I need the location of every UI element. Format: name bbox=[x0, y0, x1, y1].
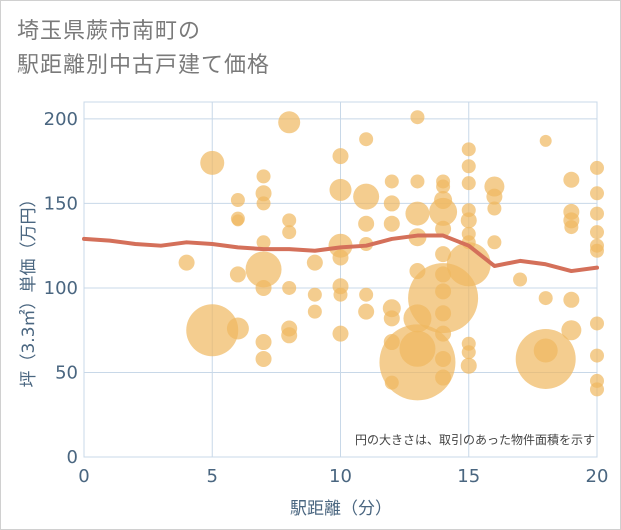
bubble-point bbox=[383, 195, 400, 212]
bubble-point bbox=[590, 225, 604, 240]
bubble-point bbox=[590, 206, 604, 221]
bubble-point bbox=[306, 254, 323, 271]
bubble-point bbox=[410, 110, 425, 125]
bubble-point bbox=[563, 291, 580, 308]
size-annotation: 円の大きさは、取引のあった物件面積を示す bbox=[355, 432, 595, 447]
bubble-point bbox=[256, 196, 271, 211]
bubble-point bbox=[358, 215, 375, 232]
bubble-point bbox=[539, 134, 552, 147]
bubble-point bbox=[255, 185, 272, 202]
bubble-point bbox=[256, 169, 271, 184]
bubble-point bbox=[461, 176, 476, 191]
bubble-point bbox=[255, 350, 272, 367]
bubble-point bbox=[435, 305, 452, 322]
bubble-point bbox=[255, 334, 272, 351]
y-axis-label: 坪（3.3㎡）単価（万円） bbox=[19, 190, 39, 387]
y-tick-label: 0 bbox=[67, 447, 78, 468]
bubble-point bbox=[487, 201, 502, 216]
bubble-point bbox=[538, 291, 553, 306]
bubble-point bbox=[563, 171, 580, 188]
bubble-point bbox=[333, 287, 348, 302]
y-tick-label: 150 bbox=[44, 193, 78, 214]
bubble-point bbox=[590, 186, 604, 201]
bubble-point bbox=[230, 193, 245, 208]
bubble-point bbox=[282, 225, 297, 240]
bubble-series bbox=[178, 110, 604, 401]
bubble-point bbox=[461, 345, 476, 360]
bubble-point bbox=[561, 320, 582, 341]
chart-title-line-1: 埼玉県蕨市南町の bbox=[17, 19, 202, 44]
bubble-point bbox=[358, 303, 375, 320]
bubble-point bbox=[282, 213, 297, 228]
bubble-point bbox=[332, 325, 349, 342]
bubble-point bbox=[186, 304, 239, 357]
chart-title: 埼玉県蕨市南町の 駅距離別中古戸建て価格 bbox=[17, 15, 270, 83]
bubble-point bbox=[435, 369, 452, 386]
bubble-point bbox=[435, 220, 452, 237]
bubble-point bbox=[590, 316, 604, 331]
y-tick-label: 50 bbox=[55, 362, 78, 383]
bubble-point bbox=[461, 142, 476, 157]
x-tick-label: 20 bbox=[586, 466, 609, 487]
bubble-point bbox=[332, 249, 349, 266]
bubble-point bbox=[486, 188, 503, 205]
x-tick-label: 5 bbox=[207, 466, 218, 487]
bubble-point bbox=[281, 327, 298, 344]
x-axis-label: 駅距離（分） bbox=[290, 499, 392, 519]
bubble-point bbox=[515, 328, 576, 389]
bubble-point bbox=[245, 251, 282, 288]
average-price-line bbox=[82, 233, 599, 274]
bubble-point bbox=[590, 382, 604, 397]
bubble-point bbox=[590, 243, 604, 258]
bubble-point bbox=[353, 183, 380, 210]
y-tick-label: 200 bbox=[44, 109, 78, 130]
bubble-point bbox=[226, 317, 249, 340]
bubble-point bbox=[435, 246, 452, 263]
bubble-point bbox=[384, 174, 399, 189]
bubble-point bbox=[307, 304, 322, 319]
bubble-point bbox=[255, 279, 272, 296]
bubble-point bbox=[383, 310, 400, 327]
bubble-point bbox=[307, 287, 322, 302]
bubble-point bbox=[436, 179, 451, 194]
chart-title-line-2: 駅距離別中古戸建て価格 bbox=[17, 53, 271, 78]
average-line-series bbox=[82, 233, 599, 274]
bubble-point bbox=[405, 201, 430, 226]
bubble-point bbox=[590, 348, 604, 363]
bubble-point bbox=[410, 174, 425, 189]
x-tick-label: 15 bbox=[457, 466, 480, 487]
bubble-point bbox=[282, 280, 297, 295]
x-tick-label: 0 bbox=[78, 466, 89, 487]
bubble-point bbox=[178, 254, 195, 271]
bubble-point bbox=[590, 160, 604, 175]
x-tick-label: 10 bbox=[329, 466, 352, 487]
bubble-point bbox=[513, 272, 528, 287]
bubble-point bbox=[329, 178, 352, 201]
bubble-point bbox=[229, 266, 246, 283]
bubble-point bbox=[231, 214, 244, 227]
bubble-point bbox=[446, 242, 491, 287]
bubble-point bbox=[359, 132, 374, 147]
bubble-point bbox=[359, 287, 374, 302]
bubble-point bbox=[256, 235, 271, 250]
bubble-point bbox=[332, 148, 349, 165]
bubble-point bbox=[429, 197, 458, 226]
bubble-point bbox=[460, 357, 477, 374]
bubble-point bbox=[487, 235, 502, 250]
bubble-point bbox=[435, 325, 452, 342]
bubble-point bbox=[460, 212, 477, 229]
bubble-point bbox=[564, 220, 579, 235]
bubble-point bbox=[278, 111, 301, 134]
bubble-point bbox=[200, 150, 225, 175]
bubble-point bbox=[435, 350, 452, 367]
y-tick-label: 100 bbox=[44, 278, 78, 299]
grid-lines bbox=[83, 101, 598, 458]
bubble-point bbox=[383, 215, 400, 232]
bubble-point bbox=[461, 159, 476, 174]
